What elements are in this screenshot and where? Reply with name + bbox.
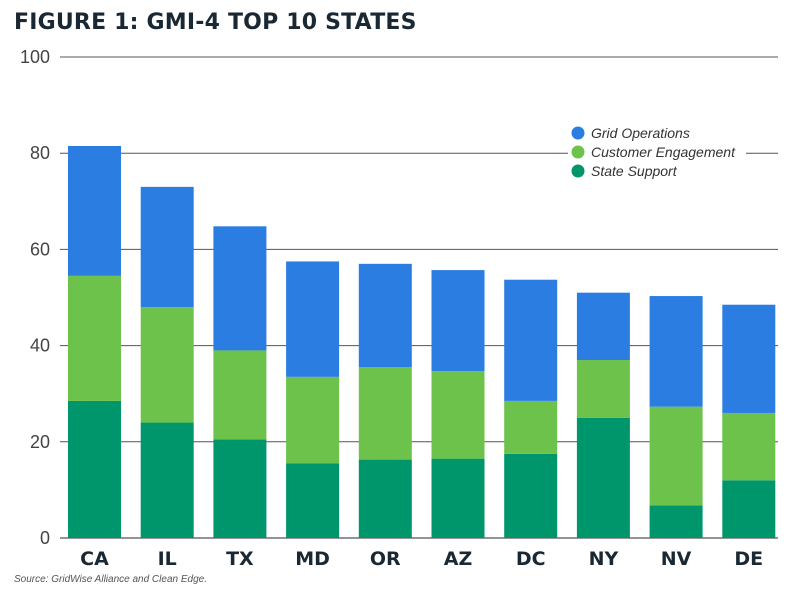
bar-de-customer-engagement [722, 412, 776, 481]
bar-nv-state-support [649, 505, 703, 538]
x-tick-label-de: DE [734, 548, 763, 570]
legend-marker-state-support [571, 164, 585, 178]
legend-label-customer-engagement: Customer Engagement [591, 144, 736, 160]
bar-nv-customer-engagement [649, 406, 703, 506]
bar-de-grid-operations [722, 304, 776, 413]
legend-background [568, 121, 746, 183]
chart-title: FIGURE 1: GMI-4 TOP 10 STATES [14, 10, 417, 35]
bar-az-grid-operations [431, 270, 485, 372]
legend-label-state-support: State Support [591, 163, 678, 179]
bar-tx-customer-engagement [213, 350, 267, 440]
y-tick-label-100: 100 [20, 47, 50, 67]
x-tick-label-nv: NV [661, 548, 692, 570]
bar-md-state-support [286, 463, 340, 538]
bar-dc-customer-engagement [504, 400, 558, 454]
bar-az-customer-engagement [431, 371, 485, 459]
bar-md-customer-engagement [286, 376, 340, 464]
bar-ca-grid-operations [68, 145, 121, 276]
y-tick-label-60: 60 [30, 239, 50, 259]
bar-or-grid-operations [358, 263, 412, 368]
y-tick-label-80: 80 [30, 143, 50, 163]
bar-dc-grid-operations [504, 279, 558, 401]
x-tick-label-dc: DC [516, 548, 546, 570]
bar-il-grid-operations [140, 186, 194, 308]
bar-tx-grid-operations [213, 226, 267, 351]
legend-marker-grid-operations [571, 126, 585, 140]
bar-ny-state-support [576, 417, 630, 538]
y-tick-label-20: 20 [30, 432, 50, 452]
bar-az-state-support [431, 458, 485, 538]
x-tick-label-az: AZ [444, 548, 472, 570]
bar-ca-customer-engagement [68, 275, 121, 401]
bar-nv-grid-operations [649, 296, 703, 407]
x-tick-label-md: MD [295, 548, 330, 570]
bar-or-state-support [358, 459, 412, 538]
bar-il-customer-engagement [140, 307, 194, 423]
bar-dc-state-support [504, 453, 558, 538]
x-tick-label-il: IL [158, 548, 177, 570]
bar-tx-state-support [213, 439, 267, 538]
x-tick-label-ca: CA [80, 548, 109, 570]
x-tick-label-ny: NY [589, 548, 619, 570]
y-tick-label-0: 0 [40, 528, 50, 548]
bar-or-customer-engagement [358, 367, 412, 460]
y-tick-label-40: 40 [30, 336, 50, 356]
legend-marker-customer-engagement [571, 145, 585, 159]
x-tick-label-tx: TX [226, 548, 254, 570]
bar-il-state-support [140, 422, 194, 538]
bar-ca-state-support [68, 400, 121, 538]
bar-ny-grid-operations [576, 292, 630, 361]
bar-ny-customer-engagement [576, 360, 630, 418]
legend-label-grid-operations: Grid Operations [591, 125, 690, 141]
bar-md-grid-operations [286, 261, 340, 377]
source-note: Source: GridWise Alliance and Clean Edge… [14, 574, 207, 585]
x-tick-label-or: OR [370, 548, 401, 570]
bar-de-state-support [722, 480, 776, 538]
